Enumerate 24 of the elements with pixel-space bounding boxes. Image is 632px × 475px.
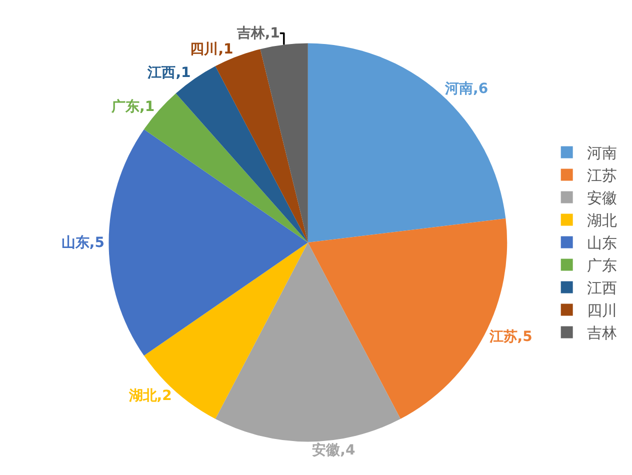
- legend-label: 吉林: [586, 324, 617, 342]
- data-label: 吉林,1: [236, 25, 280, 42]
- data-label: 山东,5: [61, 234, 104, 251]
- data-label: 广东,1: [110, 98, 155, 116]
- pie-slice: [260, 43, 308, 242]
- data-label: 河南,6: [444, 80, 488, 97]
- pie-slice: [108, 129, 308, 356]
- pie-slice: [144, 242, 308, 419]
- legend-label: 江西: [586, 279, 617, 298]
- legend-label: 四川: [586, 302, 617, 320]
- pie-slice: [215, 242, 400, 442]
- data-label: 安徽,4: [312, 442, 356, 459]
- legend-label: 江苏: [586, 166, 617, 185]
- legend-label: 安徽: [586, 189, 617, 208]
- legend-label: 广东: [586, 256, 617, 275]
- legend-label: 河南: [586, 144, 617, 162]
- data-label: 江西,1: [146, 65, 191, 82]
- pie-slice: [308, 43, 506, 242]
- legend-label: 湖北: [586, 212, 617, 230]
- data-label: 江苏,5: [488, 328, 532, 345]
- data-label: 四川,1: [190, 41, 234, 58]
- legend-label: 山东: [586, 234, 617, 252]
- pie-slice: [176, 66, 308, 242]
- data-label: 湖北,2: [128, 388, 172, 404]
